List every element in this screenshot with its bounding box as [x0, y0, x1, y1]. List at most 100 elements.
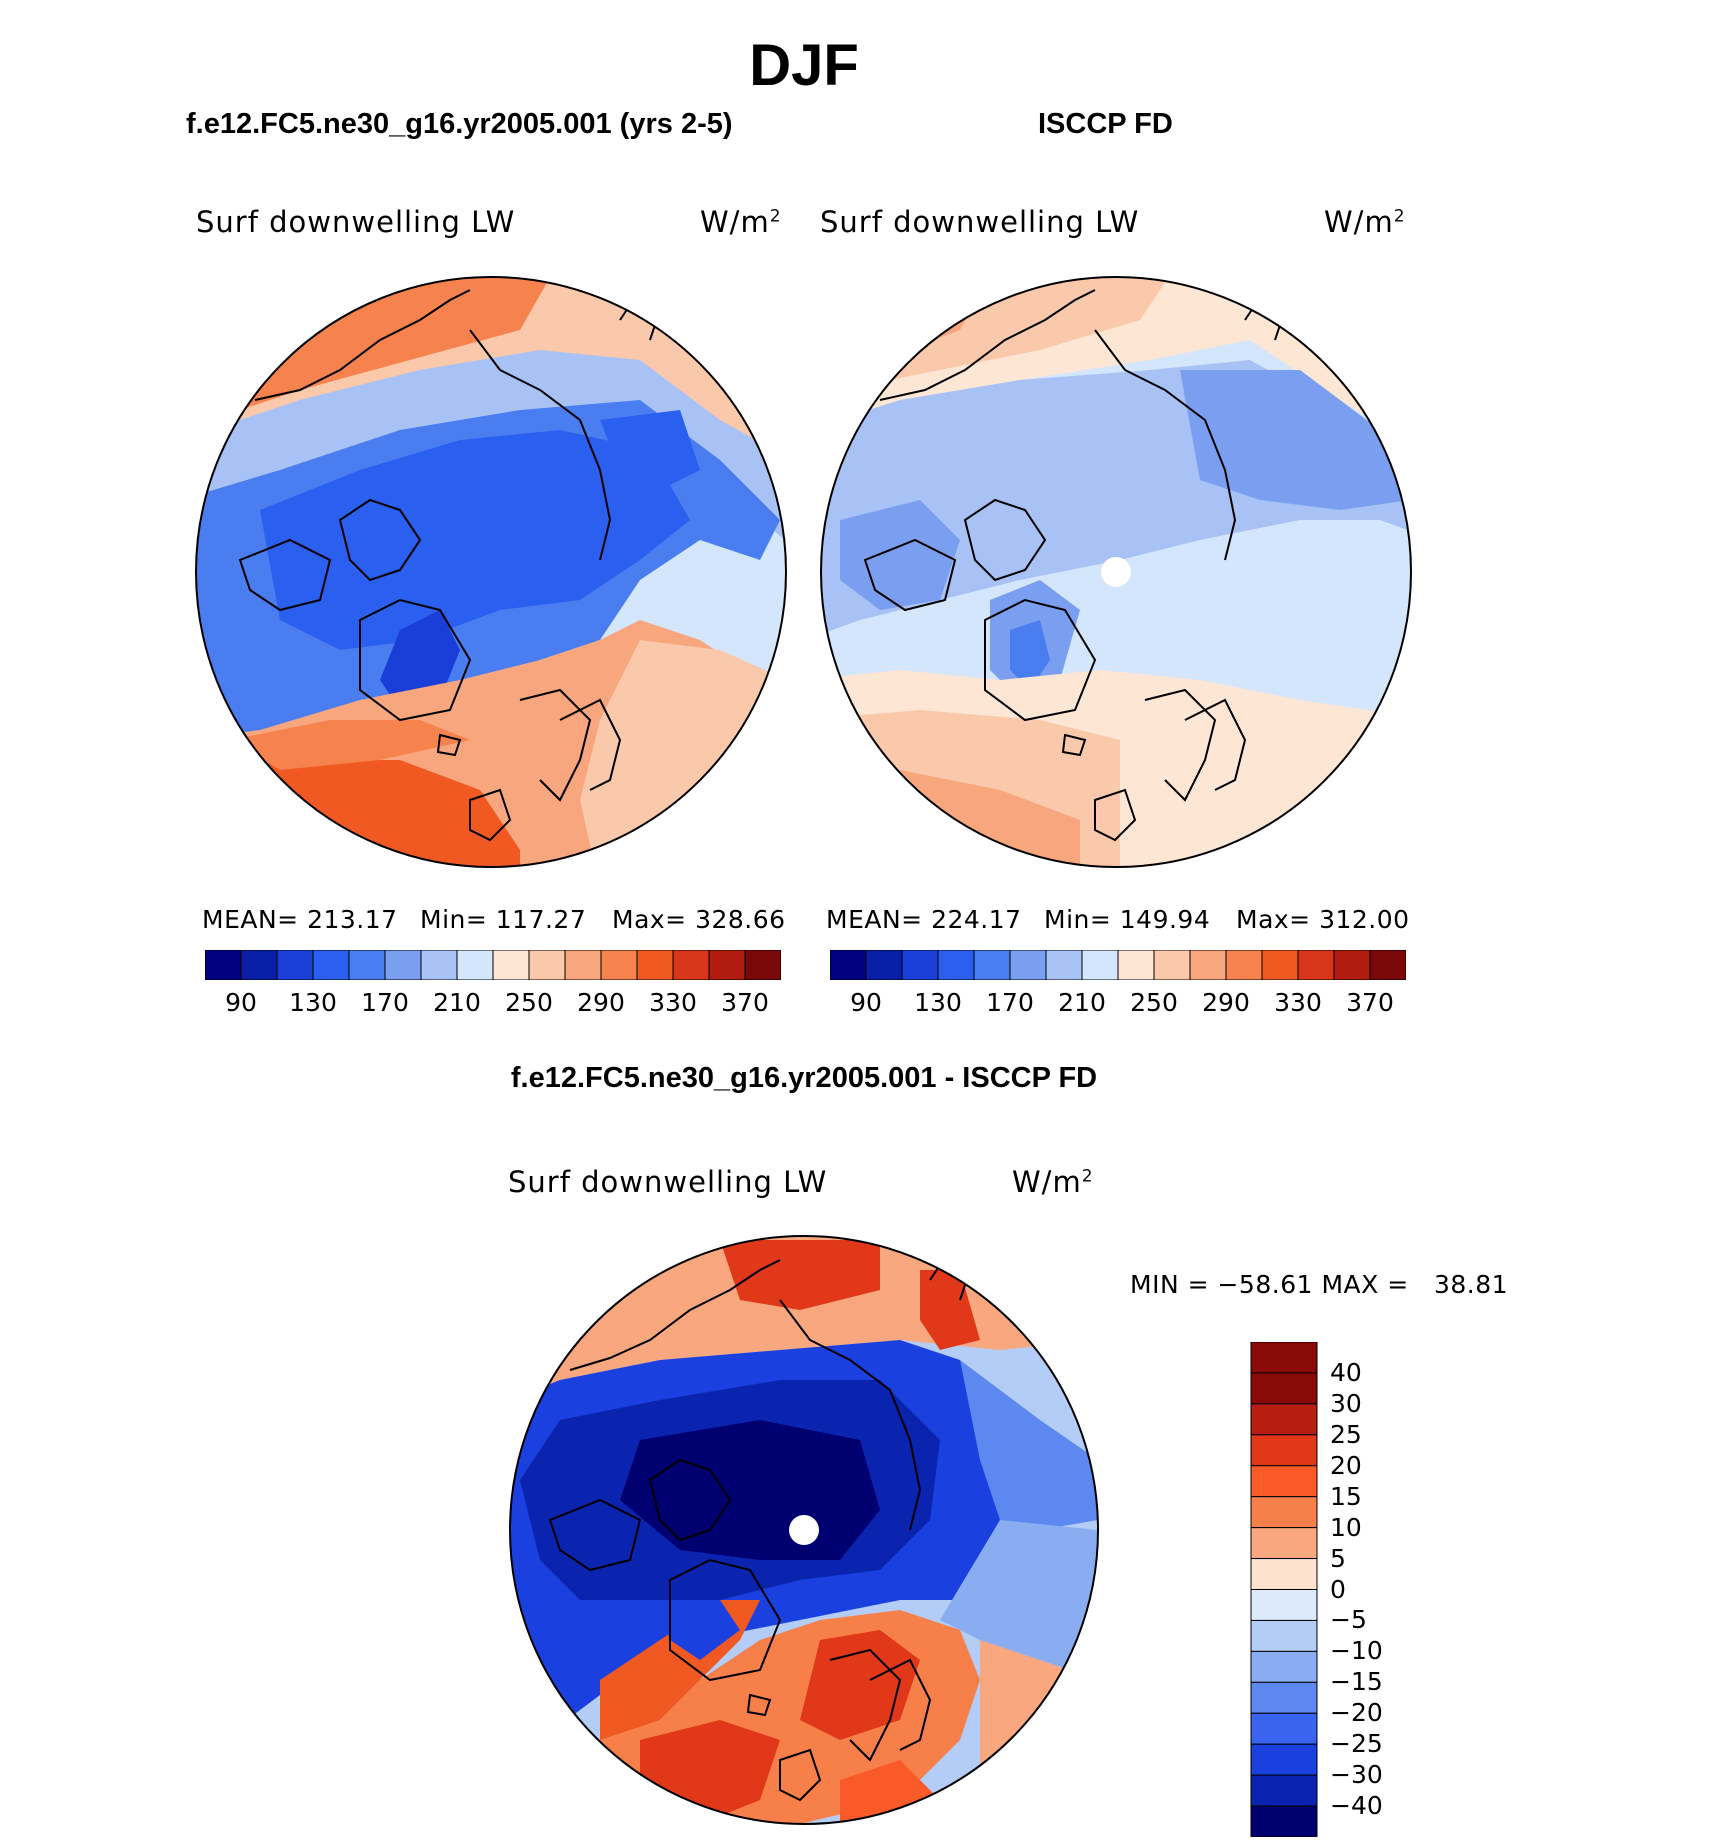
diff-colorbar-label: 0	[1330, 1574, 1346, 1604]
colorbar-left	[205, 950, 781, 980]
diff-colorbar-label: −15	[1330, 1667, 1383, 1697]
obs-map-coastlines	[863, 288, 1287, 842]
diff-colorbar-swatch	[1250, 1681, 1318, 1714]
colorbar-swatch	[708, 950, 746, 980]
colorbar-swatch	[1261, 950, 1299, 980]
panel-right-title: ISCCP FD	[1038, 108, 1173, 140]
colorbar-swatch	[865, 950, 903, 980]
colorbar-swatch	[456, 950, 494, 980]
colorbar-swatch	[973, 950, 1011, 980]
diff-map-coastlines	[548, 1248, 972, 1802]
diff-colorbar-swatch	[1250, 1650, 1318, 1683]
diff-colorbar-swatch	[1250, 1434, 1318, 1467]
colorbar-swatch	[1045, 950, 1083, 980]
diff-colorbar-label: −25	[1330, 1729, 1383, 1759]
diff-map-svg	[509, 1235, 1099, 1825]
diff-colorbar-labels: 40 30 25 20 15 10 5 0 −5 −10 −15 −20 −25 −30 −40	[1330, 1342, 1440, 1837]
colorbar-swatch	[564, 950, 602, 980]
panel-left-mean: MEAN= 213.17	[202, 905, 398, 934]
diff-minmax: MIN = −58.61 MAX = 38.81	[1130, 1270, 1509, 1299]
diff-colorbar-label: 40	[1330, 1357, 1362, 1387]
colorbar-tick-label: 290	[577, 988, 625, 1017]
main-title: DJF	[749, 33, 859, 98]
colorbar-tick-label: 170	[361, 988, 409, 1017]
colorbar-tick-label: 290	[1202, 988, 1250, 1017]
colorbar-tick-label: 330	[1274, 988, 1322, 1017]
diff-colorbar-label: −5	[1330, 1605, 1367, 1635]
colorbar-swatch	[240, 950, 278, 980]
colorbar-swatch	[1081, 950, 1119, 980]
diff-colorbar-swatch	[1250, 1403, 1318, 1436]
diff-colorbar-label: 10	[1330, 1512, 1362, 1542]
panel-right-min: Min= 149.94	[1044, 905, 1211, 934]
colorbar-swatch	[1369, 950, 1406, 980]
colorbar-swatch	[1333, 950, 1371, 980]
colorbar-swatch	[1297, 950, 1335, 980]
diff-map-pole-missing	[789, 1515, 819, 1545]
colorbar-tick-label: 250	[1130, 988, 1178, 1017]
diff-colorbar-swatch	[1250, 1465, 1318, 1498]
colorbar-swatch	[636, 950, 674, 980]
colorbar-swatch	[348, 950, 386, 980]
panel-right-variable: Surf downwelling LW	[820, 205, 1140, 239]
diff-colorbar-swatch	[1250, 1527, 1318, 1560]
colorbar-tick-label: 330	[649, 988, 697, 1017]
colorbar-swatch	[528, 950, 566, 980]
diff-colorbar	[1250, 1342, 1318, 1837]
colorbar-swatch	[1153, 950, 1191, 980]
colorbar-tick-label: 210	[433, 988, 481, 1017]
diff-colorbar-label: 5	[1330, 1543, 1346, 1573]
diff-colorbar-swatch	[1250, 1496, 1318, 1529]
diff-title: f.e12.FC5.ne30_g16.yr2005.001 - ISCCP FD	[510, 1062, 1098, 1094]
colorbar-swatch	[672, 950, 710, 980]
colorbar-swatch	[744, 950, 781, 980]
colorbar-swatch	[901, 950, 939, 980]
colorbar-swatch	[600, 950, 638, 980]
obs-map-border	[820, 276, 1412, 868]
panel-right-mean: MEAN= 224.17	[826, 905, 1022, 934]
diff-colorbar-swatch	[1250, 1743, 1318, 1776]
colorbar-swatch	[384, 950, 422, 980]
colorbar-swatch	[1117, 950, 1155, 980]
panel-left-max: Max= 328.66	[612, 905, 786, 934]
colorbar-tick-label: 130	[289, 988, 337, 1017]
colorbar-swatch	[492, 950, 530, 980]
diff-colorbar-swatch	[1250, 1558, 1318, 1590]
colorbar-swatch	[937, 950, 975, 980]
diff-colorbar-label: 20	[1330, 1450, 1362, 1480]
colorbar-tick-label: 170	[986, 988, 1034, 1017]
diff-colorbar-swatch	[1250, 1342, 1318, 1374]
diff-colorbar-swatch	[1250, 1774, 1318, 1807]
colorbar-tick-label: 130	[914, 988, 962, 1017]
colorbar-tick-label: 90	[850, 988, 882, 1017]
diff-colorbar-label: −40	[1330, 1791, 1383, 1821]
panel-left-variable: Surf downwelling LW	[196, 205, 516, 239]
diff-map-border	[509, 1235, 1099, 1825]
obs-map-pole-missing	[1101, 557, 1131, 587]
colorbar-right	[830, 950, 1406, 980]
diff-map	[510, 1236, 1098, 1824]
colorbar-tick-label: 250	[505, 988, 553, 1017]
diff-colorbar-label: −20	[1330, 1698, 1383, 1728]
panel-left-min: Min= 117.27	[420, 905, 587, 934]
panel-right-units: W/m2	[1324, 205, 1406, 239]
colorbar-swatch	[1189, 950, 1227, 980]
diff-colorbar-swatch	[1250, 1619, 1318, 1652]
colorbar-swatch	[830, 950, 867, 980]
colorbar-tick-label: 370	[1346, 988, 1394, 1017]
model-map-border	[195, 276, 787, 868]
diff-variable: Surf downwelling LW	[508, 1165, 828, 1199]
diff-colorbar-swatch	[1250, 1712, 1318, 1745]
colorbar-swatch	[276, 950, 314, 980]
colorbar-tick-label: 370	[721, 988, 769, 1017]
panel-left-units: W/m2	[700, 205, 782, 239]
diff-colorbar-swatch	[1250, 1805, 1318, 1837]
diff-colorbar-swatch	[1250, 1372, 1318, 1405]
colorbar-tick-label: 210	[1058, 988, 1106, 1017]
diff-colorbar-label: 25	[1330, 1419, 1362, 1449]
colorbar-swatch	[205, 950, 242, 980]
colorbar-swatch	[1009, 950, 1047, 980]
colorbar-tick-label: 90	[225, 988, 257, 1017]
colorbar-swatch	[420, 950, 458, 980]
upper-maps	[195, 276, 1412, 868]
